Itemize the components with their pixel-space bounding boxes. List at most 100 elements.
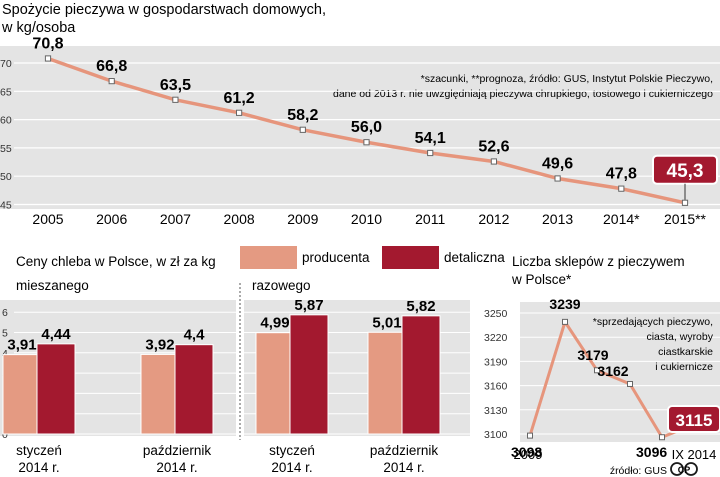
bar-category-line1: styczeń (269, 443, 315, 458)
bar-y-tick: 4 (2, 348, 8, 360)
consumption-point (236, 109, 243, 116)
shops-point (659, 434, 665, 441)
shops-point (562, 318, 568, 325)
publisher-logo-text: CP (678, 465, 691, 475)
shops-value-label: 3098 (511, 444, 542, 460)
shops-value-label: 3096 (636, 444, 667, 460)
consumption-y-tick: 70 (0, 58, 12, 70)
bar-producer (367, 331, 407, 435)
bread-group-title-rye: razowego (252, 278, 311, 293)
bread-price-chart: Ceny chleba w Polsce, w zł za kg mieszan… (0, 246, 505, 475)
consumption-value-label: 52,6 (478, 138, 509, 155)
bar-producer-label: 4,99 (260, 315, 289, 332)
shops-point (627, 380, 633, 387)
bar-producer (140, 353, 180, 435)
bar-retail-label: 5,82 (406, 298, 435, 315)
shops-note-line: i cukiernicze (655, 361, 713, 373)
consumption-value-label: 58,2 (287, 107, 318, 124)
shops-chart: Liczba sklepów z pieczywem w Polsce* 325… (484, 254, 720, 462)
consumption-point (108, 78, 115, 85)
consumption-point (363, 139, 370, 146)
consumption-point (554, 175, 561, 182)
shops-value-label: 3179 (577, 347, 608, 363)
shops-point (527, 432, 533, 439)
shops-note-line: ciastkarskie (658, 346, 713, 358)
bread-price-title: Ceny chleba w Polsce, w zł za kg (16, 254, 216, 269)
shops-title-line2: w Polsce* (511, 272, 572, 287)
consumption-value-label: 47,8 (606, 166, 637, 183)
consumption-x-label: 2014* (603, 211, 640, 227)
bar-retail (36, 343, 76, 435)
consumption-note-line1: *szacunki, **prognoza, źródło: GUS, Inst… (421, 73, 713, 85)
bar-category-line1: październik (143, 443, 212, 458)
consumption-x-label: 2015** (664, 211, 707, 227)
consumption-value-label: 49,6 (542, 155, 573, 172)
shops-y-tick: 3160 (484, 381, 508, 393)
consumption-y-tick: 60 (0, 115, 12, 127)
shops-y-tick: 3130 (484, 405, 508, 417)
shops-y-tick: 3250 (484, 308, 508, 320)
bar-producer (2, 354, 42, 435)
bar-producer (255, 332, 295, 435)
consumption-point (618, 185, 625, 192)
bread-group-title-mixed: mieszanego (16, 278, 89, 293)
legend-swatch-retail (382, 246, 439, 269)
consumption-x-label: 2012 (478, 211, 509, 227)
bar-retail (289, 314, 329, 435)
bar-category-line1: styczeń (16, 443, 62, 458)
bar-category-line2: 2014 r. (383, 460, 424, 475)
consumption-value-label: 61,2 (224, 90, 255, 107)
shops-point (594, 367, 600, 374)
legend-label-retail: detaliczna (444, 250, 505, 265)
bar-category-line2: 2014 r. (18, 460, 59, 475)
consumption-point (490, 158, 497, 165)
shops-value-label: 3115 (676, 411, 713, 430)
bar-retail (174, 344, 214, 435)
consumption-point (681, 199, 689, 206)
bar-category-line2: 2014 r. (156, 460, 197, 475)
consumption-point (172, 96, 179, 103)
bar-producer-label: 3,91 (7, 337, 36, 354)
consumption-value-label: 56,0 (351, 119, 382, 136)
consumption-plot-area (0, 46, 720, 209)
bar-y-tick: 6 (2, 307, 8, 319)
consumption-x-label: 2007 (160, 211, 191, 227)
consumption-y-tick: 55 (0, 143, 12, 155)
bar-retail-label: 5,87 (294, 297, 323, 314)
consumption-x-label: 2005 (32, 211, 63, 227)
consumption-y-tick: 45 (0, 200, 12, 212)
consumption-value-label: 45,3 (667, 161, 704, 182)
consumption-y-tick: 50 (0, 171, 12, 183)
consumption-chart: Spożycie pieczywa w gospodarstwach domow… (0, 2, 720, 227)
bar-retail-label: 4,44 (41, 326, 71, 343)
legend-label-producer: producenta (302, 250, 370, 265)
bar-category-line1: październik (370, 443, 439, 458)
consumption-y-tick: 65 (0, 86, 12, 98)
shops-x-label-end: IX 2014 (672, 447, 717, 462)
consumption-point (299, 126, 306, 133)
shops-x-label-start: 2009 (514, 447, 543, 462)
source-label: źródło: GUS (610, 465, 667, 477)
shops-series-line (528, 320, 701, 439)
consumption-value-label: 70,8 (32, 35, 63, 52)
shops-value-label: 3162 (597, 363, 628, 379)
bar-retail (401, 315, 441, 435)
bar-y-tick: 0 (2, 429, 8, 441)
consumption-x-label: 2006 (96, 211, 127, 227)
consumption-title: Spożycie pieczywa w gospodarstwach domow… (2, 2, 326, 18)
consumption-x-label: 2011 (415, 211, 445, 227)
publisher-logo: CP (670, 462, 698, 476)
consumption-x-label: 2010 (351, 211, 382, 227)
consumption-value-label: 63,5 (160, 77, 191, 94)
shops-title-line1: Liczba sklepów z pieczywem (512, 254, 685, 269)
legend-swatch-producer (240, 246, 297, 269)
consumption-x-label: 2008 (224, 211, 255, 227)
shops-y-tick: 3220 (484, 332, 508, 344)
bar-producer-label: 3,92 (145, 336, 174, 353)
bar-retail-label: 4,4 (184, 327, 206, 344)
shops-value-label: 3239 (549, 296, 580, 312)
consumption-point (44, 55, 52, 62)
bar-y-tick: 5 (2, 328, 8, 340)
shops-y-tick: 3190 (484, 356, 508, 368)
